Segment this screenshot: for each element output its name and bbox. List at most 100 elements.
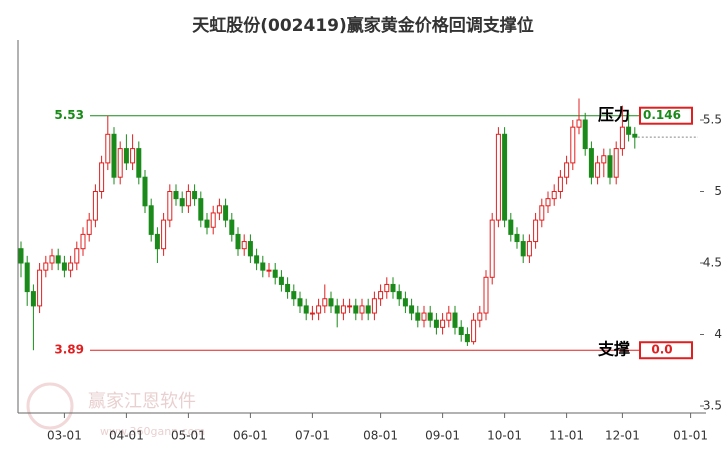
candle-body <box>74 248 80 264</box>
candle-body <box>309 312 315 315</box>
level-distance: 0.146 <box>643 108 681 122</box>
x-tick-label: 01-01 <box>673 429 708 443</box>
candle-body <box>526 241 532 257</box>
x-tick-label: 03-01 <box>47 429 82 443</box>
candle-body <box>92 191 98 221</box>
candle-body <box>173 191 179 200</box>
candle-body <box>613 148 619 178</box>
candle-body <box>477 312 483 321</box>
candle-body <box>247 241 253 257</box>
watermark-logo <box>26 382 74 430</box>
candle-body <box>452 312 458 328</box>
candle-body <box>303 305 309 314</box>
candle-body <box>595 162 601 178</box>
candle-body <box>322 298 328 307</box>
x-tick-label: 10-01 <box>487 429 522 443</box>
candle-body <box>520 241 526 257</box>
candle-body <box>464 334 470 343</box>
candle-body <box>272 269 278 278</box>
x-tick-label: 09-01 <box>425 429 460 443</box>
candle-body <box>297 298 303 307</box>
candle-body <box>557 176 563 192</box>
candle-body <box>458 326 464 336</box>
candle-body <box>607 155 613 178</box>
candle-body <box>539 205 545 221</box>
y-tick-label: 4 <box>714 327 722 341</box>
x-tick-label: 08-01 <box>363 429 398 443</box>
candle-body <box>347 305 353 308</box>
candle-body <box>564 162 570 178</box>
candle-body <box>161 219 167 250</box>
y-tick-label: 4.5 <box>703 256 722 270</box>
candle-body <box>545 198 551 207</box>
candle-body <box>235 233 241 250</box>
candle-body <box>30 291 36 307</box>
candle-body <box>86 219 92 235</box>
x-tick-label: 07-01 <box>295 429 330 443</box>
y-tick-label: 5 <box>714 184 722 198</box>
candle-body <box>384 283 390 293</box>
candle-body <box>179 198 185 207</box>
candle-body <box>278 276 284 285</box>
candle-body <box>601 155 607 164</box>
candle-body <box>80 233 86 250</box>
watermark-text: 赢家江恩软件 <box>88 390 196 412</box>
y-tick-label: 5.5 <box>703 113 722 127</box>
candle-body <box>402 298 408 307</box>
candle-body <box>353 305 359 314</box>
candle-body <box>43 262 49 271</box>
candle-body <box>185 191 191 207</box>
candle-body <box>576 119 582 128</box>
candle-body <box>502 133 508 221</box>
candle-body <box>508 219 514 235</box>
candle-body <box>409 305 415 314</box>
candle-body <box>471 319 477 343</box>
candle-body <box>130 148 136 164</box>
level-label: 5.53 <box>54 108 84 122</box>
candle-body <box>260 262 266 271</box>
x-tick-label: 11-01 <box>549 429 584 443</box>
candle-body <box>117 148 123 178</box>
level-name: 压力 <box>598 105 630 124</box>
candle-body <box>266 269 272 272</box>
candle-body <box>254 255 260 264</box>
candle-body <box>390 283 396 293</box>
candle-body <box>632 133 638 138</box>
level-distance: 0.0 <box>651 343 672 357</box>
candle-body <box>136 148 142 178</box>
x-tick-label: 12-01 <box>605 429 640 443</box>
candle-body <box>99 162 105 192</box>
candle-body <box>55 255 61 264</box>
candle-body <box>446 312 452 321</box>
candle-body <box>198 198 204 221</box>
level-name: 支撑 <box>597 340 630 359</box>
candle-body <box>533 219 539 243</box>
candle-body <box>192 191 198 200</box>
candle-body <box>204 219 210 228</box>
x-tick-label: 04-01 <box>109 429 144 443</box>
candle-body <box>365 305 371 314</box>
candle-body <box>619 126 625 150</box>
candle-body <box>483 276 489 314</box>
watermark-url: www.360gann.com <box>100 425 205 438</box>
candle-body <box>223 205 229 221</box>
candle-body <box>626 126 632 135</box>
x-tick-label: 06-01 <box>233 429 268 443</box>
y-tick-label: 3.5 <box>703 399 722 413</box>
candle-body <box>105 133 111 164</box>
candle-body <box>396 291 402 300</box>
level-box <box>639 341 693 360</box>
level-box <box>639 106 693 125</box>
candle-body <box>514 233 520 243</box>
candle-body <box>111 133 117 178</box>
candle-body <box>285 283 291 293</box>
candle-body <box>334 305 340 314</box>
chart-title: 天虹股份(002419)赢家黄金价格回调支撑位 <box>192 15 534 36</box>
candle-body <box>49 255 55 264</box>
candle-body <box>340 305 346 314</box>
candle-body <box>291 291 297 300</box>
candle-body <box>415 312 421 321</box>
candle-body <box>316 305 322 314</box>
candle-body <box>229 219 235 235</box>
candle-body <box>427 312 433 321</box>
